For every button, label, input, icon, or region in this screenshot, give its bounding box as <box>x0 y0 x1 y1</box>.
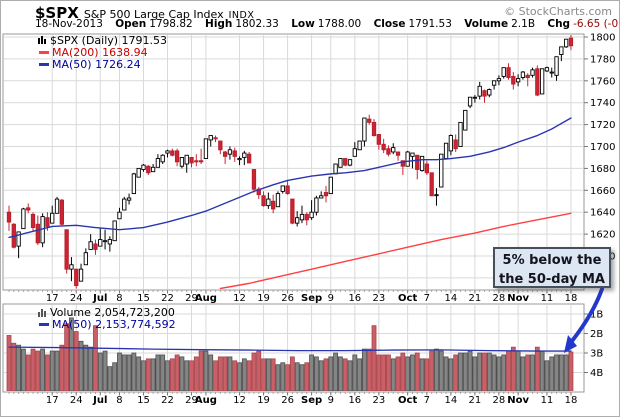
svg-text:1640: 1640 <box>590 208 615 219</box>
low-value: 1788.00 <box>317 18 362 30</box>
volume-ma50-line-swatch-icon <box>39 323 49 326</box>
svg-text:Oct: Oct <box>398 395 417 406</box>
svg-text:15: 15 <box>137 395 150 406</box>
svg-text:14: 14 <box>445 395 458 406</box>
svg-text:Sep: Sep <box>301 395 322 406</box>
volume-histogram-icon <box>37 307 47 320</box>
svg-text:Jul: Jul <box>92 395 107 406</box>
annotation-line1: 5% below the <box>502 253 602 268</box>
close-label: Close <box>373 18 406 30</box>
open-label: Open <box>115 18 147 30</box>
volume-label: Volume <box>464 18 509 30</box>
volume-legend-ma50: MA(50) 2,153,774,592 <box>39 318 176 331</box>
svg-text:1780: 1780 <box>590 54 615 65</box>
svg-text:19: 19 <box>257 293 270 304</box>
svg-text:18: 18 <box>565 293 578 304</box>
copyright-text: © StockCharts.com <box>504 5 612 18</box>
svg-text:4B: 4B <box>590 368 603 379</box>
svg-text:17: 17 <box>46 293 59 304</box>
price-legend-ma200: MA(200) 1638.94 <box>39 46 148 59</box>
ma50-legend: MA(50) 1726.24 <box>52 58 141 71</box>
svg-text:12: 12 <box>233 395 246 406</box>
svg-text:11: 11 <box>541 395 554 406</box>
price-legend-main: $SPX (Daily) 1791.53 <box>37 34 167 48</box>
svg-text:1680: 1680 <box>590 164 615 175</box>
annotation-line2: the 50-day MA <box>499 272 605 287</box>
svg-text:Oct: Oct <box>398 293 417 304</box>
ma200-line-swatch-icon <box>39 51 49 54</box>
instrument-legend: $SPX (Daily) 1791.53 <box>50 34 168 47</box>
svg-text:Jul: Jul <box>92 293 107 304</box>
svg-text:1720: 1720 <box>590 120 615 131</box>
quote-date: 18-Nov-2013 <box>35 18 103 30</box>
svg-text:9: 9 <box>328 395 334 406</box>
quote-line: 18-Nov-2013 Open 1798.82 High 1802.33 Low 1… <box>35 18 620 30</box>
svg-text:1660: 1660 <box>590 186 615 197</box>
svg-text:22: 22 <box>161 395 174 406</box>
svg-text:12: 12 <box>233 293 246 304</box>
svg-text:15: 15 <box>137 293 150 304</box>
svg-text:29: 29 <box>185 395 198 406</box>
symbol: $SPX <box>35 4 79 22</box>
svg-text:22: 22 <box>161 293 174 304</box>
high-value: 1802.33 <box>235 18 279 30</box>
svg-text:29: 29 <box>185 293 198 304</box>
index-name: S&P 500 Large Cap Index <box>83 8 224 21</box>
svg-text:16: 16 <box>348 395 361 406</box>
svg-text:28: 28 <box>493 395 506 406</box>
volume-ma50-legend: MA(50) 2,153,774,592 <box>52 318 176 331</box>
svg-text:Aug: Aug <box>195 395 217 406</box>
volume-total-legend: Volume 2,054,723,200 <box>50 306 175 319</box>
svg-text:1760: 1760 <box>590 76 615 87</box>
chg-label: Chg <box>547 18 571 30</box>
close-value: 1791.53 <box>408 18 452 30</box>
volume-legend-main: Volume 2,054,723,200 <box>37 306 175 320</box>
svg-text:7: 7 <box>424 395 430 406</box>
ma200-legend: MA(200) 1638.94 <box>52 46 148 59</box>
svg-text:Nov: Nov <box>507 293 529 304</box>
svg-text:2B: 2B <box>590 329 603 340</box>
svg-text:16: 16 <box>348 293 361 304</box>
svg-text:28: 28 <box>493 293 506 304</box>
svg-text:26: 26 <box>281 395 294 406</box>
svg-text:Aug: Aug <box>195 293 217 304</box>
svg-text:8: 8 <box>116 293 122 304</box>
annotation-callout: 5% below the the 50-day MA <box>493 247 611 288</box>
svg-text:1700: 1700 <box>590 142 615 153</box>
candlestick-chart-icon <box>37 35 47 48</box>
svg-text:14: 14 <box>445 293 458 304</box>
svg-text:8: 8 <box>116 395 122 406</box>
chart-header: $SPX S&P 500 Large Cap Index INDX <box>35 3 255 22</box>
svg-text:23: 23 <box>372 293 385 304</box>
svg-text:1620: 1620 <box>590 230 615 241</box>
svg-text:24: 24 <box>70 395 83 406</box>
open-value: 1798.82 <box>149 18 193 30</box>
svg-text:24: 24 <box>70 293 83 304</box>
svg-text:1740: 1740 <box>590 98 615 109</box>
svg-text:18: 18 <box>565 395 578 406</box>
svg-text:3B: 3B <box>590 349 603 360</box>
svg-text:1B: 1B <box>590 310 603 321</box>
low-label: Low <box>291 18 315 30</box>
svg-text:19: 19 <box>257 395 270 406</box>
chg-value: -6.65 (-0.37%) <box>573 18 620 30</box>
svg-text:26: 26 <box>281 293 294 304</box>
high-label: High <box>205 18 233 30</box>
exchange-code: INDX <box>228 10 255 21</box>
ma50-line-swatch-icon <box>39 63 49 66</box>
svg-text:11: 11 <box>541 293 554 304</box>
svg-text:7: 7 <box>424 293 430 304</box>
svg-text:Nov: Nov <box>507 395 529 406</box>
svg-text:1800: 1800 <box>590 33 615 44</box>
svg-text:17: 17 <box>46 395 59 406</box>
svg-text:21: 21 <box>469 395 482 406</box>
svg-text:21: 21 <box>469 293 482 304</box>
svg-text:Sep: Sep <box>301 293 322 304</box>
volume-value: 2.1B <box>511 18 536 30</box>
svg-text:23: 23 <box>372 395 385 406</box>
svg-text:9: 9 <box>328 293 334 304</box>
price-legend-ma50: MA(50) 1726.24 <box>39 58 141 71</box>
